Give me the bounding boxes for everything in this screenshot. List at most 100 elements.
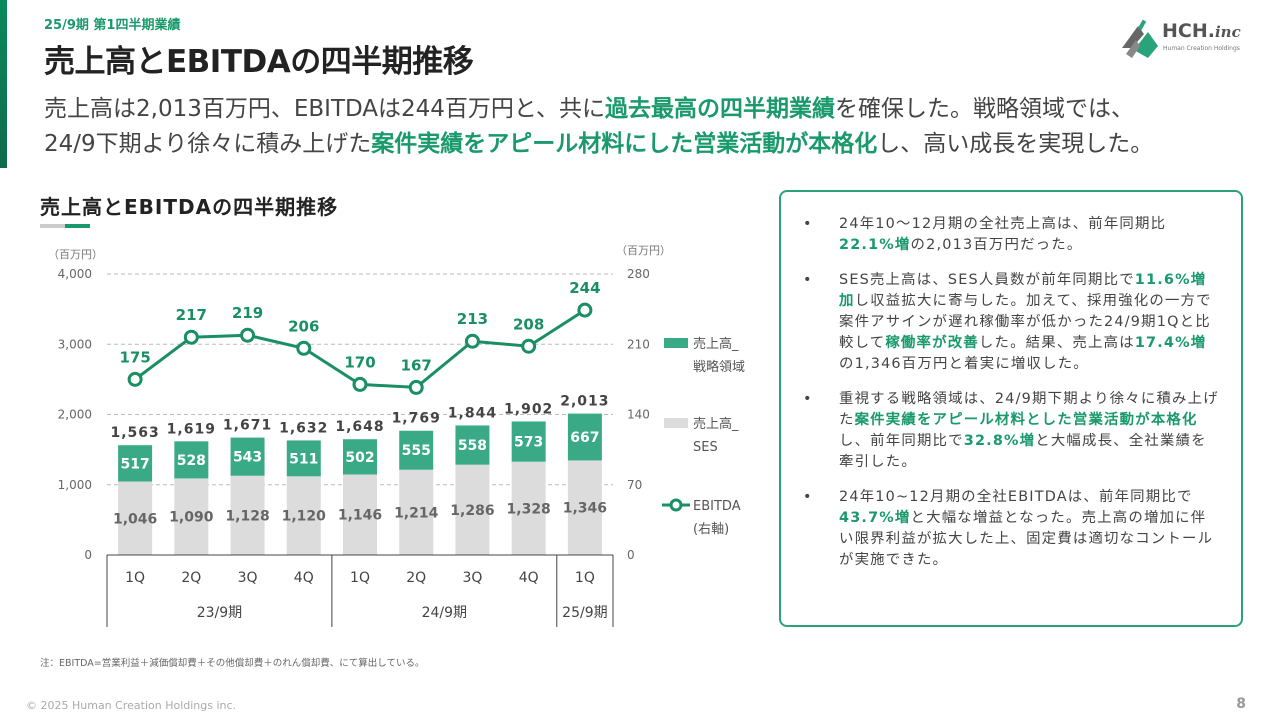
ebitda-marker <box>352 376 368 392</box>
ebitda-marker <box>240 327 256 343</box>
ebitda-value-label: 167 <box>401 356 432 374</box>
bar-strategic <box>118 445 153 482</box>
strategic-value-label: 528 <box>177 453 206 469</box>
total-value-label: 1,632 <box>279 420 328 436</box>
ebitda-marker <box>521 338 537 354</box>
ebitda-marker <box>408 379 424 395</box>
total-value-label: 1,769 <box>392 411 441 427</box>
ebitda-value-label: 170 <box>344 353 375 371</box>
bar-ses <box>174 478 209 555</box>
bar-strategic <box>343 439 377 475</box>
legend-label: (右軸) <box>693 522 729 537</box>
lead-text-segment: 売上高は2,013百万円、EBITDAは244百万円と、共に <box>44 96 606 122</box>
x-tick-label: 1Q <box>125 570 145 586</box>
bar-strategic <box>286 440 321 477</box>
lead-highlight: 案件実績をアピール材料にした営業活動が本格化 <box>371 131 878 157</box>
ebitda-value-label: 213 <box>457 310 488 328</box>
ebitda-value-label: 208 <box>513 315 544 333</box>
legend-swatch <box>664 418 688 428</box>
x-tick-label: 1Q <box>575 570 595 586</box>
summary-highlight: 案件実績をアピール材料とした営業活動が本格化 <box>854 412 1198 428</box>
summary-text: SES売上高は、SES人員数が前年同期比で <box>839 272 1135 288</box>
summary-text: と大幅な増益となった。売上高の増加に伴い限界利益が拡大した上、固定費は適切なコン… <box>839 510 1214 568</box>
x-tick-label: 3Q <box>462 570 482 586</box>
summary-text: 24年10~12月期の全社EBITDAは、前年同期比で <box>839 489 1193 505</box>
bar-ses <box>511 461 546 555</box>
strategic-value-label: 511 <box>289 451 318 467</box>
ebitda-value-label: 219 <box>232 304 263 322</box>
x-tick-label: 3Q <box>238 570 258 586</box>
summary-text: 24年10～12月期の全社売上高は、前年同期比 <box>839 216 1167 232</box>
legend-marker-swatch <box>669 498 683 512</box>
bar-ses <box>118 481 153 555</box>
left-tick-label: 3,000 <box>58 337 92 351</box>
x-tick-label: 4Q <box>294 570 314 586</box>
total-value-label: 1,844 <box>448 405 497 421</box>
logo-subtext: Human Creation Holdings <box>1163 45 1240 52</box>
lead-line-2: 24/9下期より徐々に積み上げた案件実績をアピール材料にした営業活動が本格化し、… <box>44 127 1153 162</box>
left-tick-label: 2,000 <box>58 408 92 422</box>
ses-value-label: 1,120 <box>282 509 327 525</box>
right-tick-label: 0 <box>627 548 635 562</box>
ebitda-value-label: 244 <box>569 279 600 297</box>
ses-value-label: 1,346 <box>563 501 607 517</box>
summary-highlight: 17.4%増 <box>1134 335 1207 351</box>
chart-title-underline <box>40 224 90 228</box>
summary-text: の2,013百万円だった。 <box>910 237 1083 253</box>
strategic-value-label: 558 <box>458 438 487 454</box>
left-axis-unit: （百万円） <box>48 248 103 261</box>
bar-ses <box>286 476 321 555</box>
page-number: 8 <box>1236 696 1246 712</box>
lead-text-segment: し、高い成長を実現した。 <box>877 131 1154 157</box>
bar-strategic <box>174 441 209 479</box>
ebitda-marker <box>464 333 480 349</box>
summary-text: の1,346百万円と着実に増収した。 <box>839 356 1089 372</box>
ses-value-label: 1,090 <box>169 510 214 526</box>
bar-ses <box>230 475 265 555</box>
x-tick-label: 1Q <box>350 570 370 586</box>
ses-value-label: 1,128 <box>225 508 269 524</box>
ses-value-label: 1,046 <box>113 511 157 527</box>
lead-line-1: 売上高は2,013百万円、EBITDAは244百万円と、共に過去最高の四半期業績… <box>44 92 1153 127</box>
ebitda-value-label: 217 <box>176 306 207 324</box>
left-tick-label: 0 <box>84 548 92 562</box>
summary-bullet-2: SES売上高は、SES人員数が前年同期比で11.6%増加し収益拡大に寄与した。加… <box>801 270 1221 375</box>
total-value-label: 2,013 <box>560 394 609 410</box>
summary-text: と大幅成長、全社業績を牽引した。 <box>839 433 1207 470</box>
legend-label: EBITDA <box>693 499 741 514</box>
ebitda-marker <box>296 340 312 356</box>
summary-text: し、前年同期比で <box>839 433 964 449</box>
total-value-label: 1,648 <box>335 419 384 435</box>
company-logo: HCH.inc Human Creation Holdings <box>1118 18 1258 64</box>
legend-label: SES <box>693 440 718 455</box>
summary-highlight: 43.7%増 <box>839 510 911 526</box>
logo-text-italic: inc <box>1214 23 1241 41</box>
revenue-ebitda-chart: （百万円） （百万円） 0 1,000 2,000 3,000 4,000 0 70 140 210… <box>48 244 745 627</box>
right-tick-label: 140 <box>627 408 650 422</box>
bar-ses <box>455 464 490 555</box>
ebitda-marker <box>127 371 143 387</box>
ebitda-marker <box>577 302 593 318</box>
right-tick-label: 210 <box>627 337 650 351</box>
lead-text-segment: 24/9下期より徐々に積み上げた <box>44 131 372 157</box>
summary-text: した。結果、売上高は <box>978 335 1135 351</box>
bar-strategic <box>230 437 265 476</box>
bar-ses <box>399 469 434 555</box>
lead-text: 売上高は2,013百万円、EBITDAは244百万円と、共に過去最高の四半期業績… <box>44 92 1153 162</box>
ebitda-value-label: 175 <box>119 348 150 366</box>
total-value-label: 1,902 <box>504 401 553 417</box>
lead-highlight: 過去最高の四半期業績 <box>605 96 836 122</box>
period-group-label: 23/9期 <box>197 605 242 621</box>
legend-swatch <box>664 338 688 348</box>
right-tick-label: 70 <box>627 478 642 492</box>
summary-highlight: 32.8%増 <box>963 433 1036 449</box>
summary-bullet-3: 重視する戦略領域は、24/9期下期より徐々に積み上げた案件実績をアピール材料とし… <box>801 389 1221 473</box>
strategic-value-label: 667 <box>570 430 599 446</box>
ebitda-marker <box>183 329 199 345</box>
ebitda-value-label: 206 <box>288 317 319 335</box>
summary-highlight: 11.6%増加 <box>839 272 1207 309</box>
ses-value-label: 1,286 <box>450 503 494 519</box>
strategic-value-label: 555 <box>402 443 431 459</box>
lead-text-segment: を確保した。戦略領域では、 <box>835 96 1135 122</box>
ses-value-label: 1,328 <box>507 501 551 517</box>
